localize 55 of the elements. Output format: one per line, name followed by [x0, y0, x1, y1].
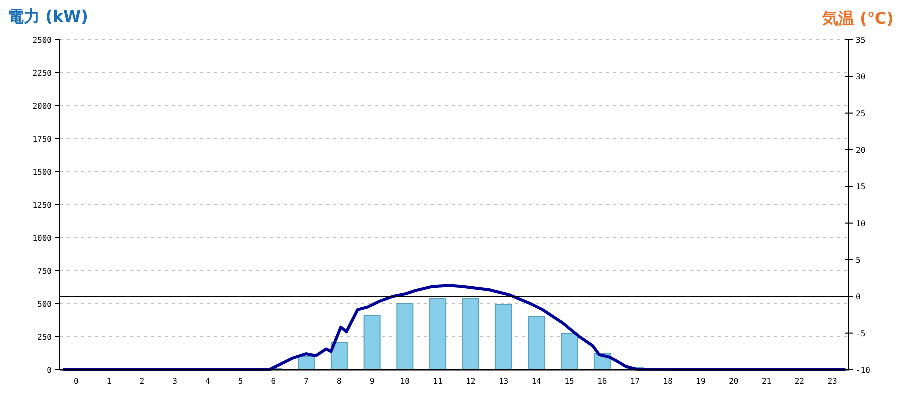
x-tick-label: 10 [400, 377, 410, 386]
bar [364, 315, 381, 370]
y-tick-label: 2500 [32, 36, 52, 45]
y-tick-label: 0 [47, 366, 52, 375]
y2-tick-label: 25 [856, 109, 866, 118]
x-tick-label: 22 [794, 377, 805, 386]
x-tick-label: 20 [729, 377, 739, 386]
x-tick-label: 12 [466, 377, 476, 386]
bar [330, 342, 348, 370]
y-tick-label: 1000 [32, 234, 52, 243]
y2-tick-label: 30 [856, 72, 866, 82]
x-tick-label: 23 [828, 377, 838, 386]
bar [561, 333, 578, 370]
x-tick-label: 8 [337, 377, 342, 386]
x-tick-label: 16 [598, 377, 608, 386]
y2-tick-label: 15 [856, 182, 866, 192]
y-tick-label: 500 [38, 300, 52, 309]
x-tick-label: 13 [498, 377, 509, 386]
x-tick-label: 18 [663, 377, 674, 386]
y2-tick-label: -10 [856, 366, 871, 375]
y2-tick-label: 10 [856, 219, 866, 228]
y-tick-label: 2250 [32, 69, 52, 78]
y2-tick-label: 0 [856, 292, 861, 302]
x-tick-label: 7 [304, 377, 310, 386]
x-tick-label: 3 [172, 377, 178, 386]
x-tick-label: 2 [140, 377, 145, 386]
x-tick-label: 19 [696, 377, 706, 386]
y-axis-title: 電力 (kW) [8, 7, 88, 26]
y-tick-label: 2000 [32, 102, 52, 111]
y2-tick-label: -5 [856, 329, 866, 338]
y2-axis-title: 気温 (℃) [821, 9, 894, 28]
x-tick-label: 5 [238, 377, 244, 386]
y-tick-label: 1250 [32, 201, 52, 210]
bar [396, 304, 414, 370]
y-tick-label: 250 [38, 333, 52, 342]
x-tick-label: 1 [106, 377, 112, 386]
bar [430, 298, 447, 370]
y-tick-label: 750 [38, 267, 52, 276]
x-tick-label: 9 [370, 377, 375, 386]
x-tick-label: 17 [630, 377, 640, 386]
x-tick-label: 15 [564, 377, 575, 386]
y-tick-label: 1750 [32, 135, 52, 144]
y2-tick-label: 5 [856, 256, 861, 265]
y2-tick-label: 20 [856, 146, 866, 155]
bar [528, 316, 546, 370]
y2-tick-label: 35 [856, 36, 866, 45]
x-tick-label: 0 [74, 377, 80, 386]
x-tick-label: 4 [206, 377, 211, 386]
x-tick-label: 14 [532, 377, 542, 386]
x-tick-label: 11 [433, 377, 444, 386]
bar [495, 304, 512, 370]
bar [462, 298, 480, 370]
x-tick-label: 6 [271, 377, 276, 386]
x-tick-label: 21 [762, 377, 772, 386]
y-tick-label: 1500 [32, 168, 52, 177]
